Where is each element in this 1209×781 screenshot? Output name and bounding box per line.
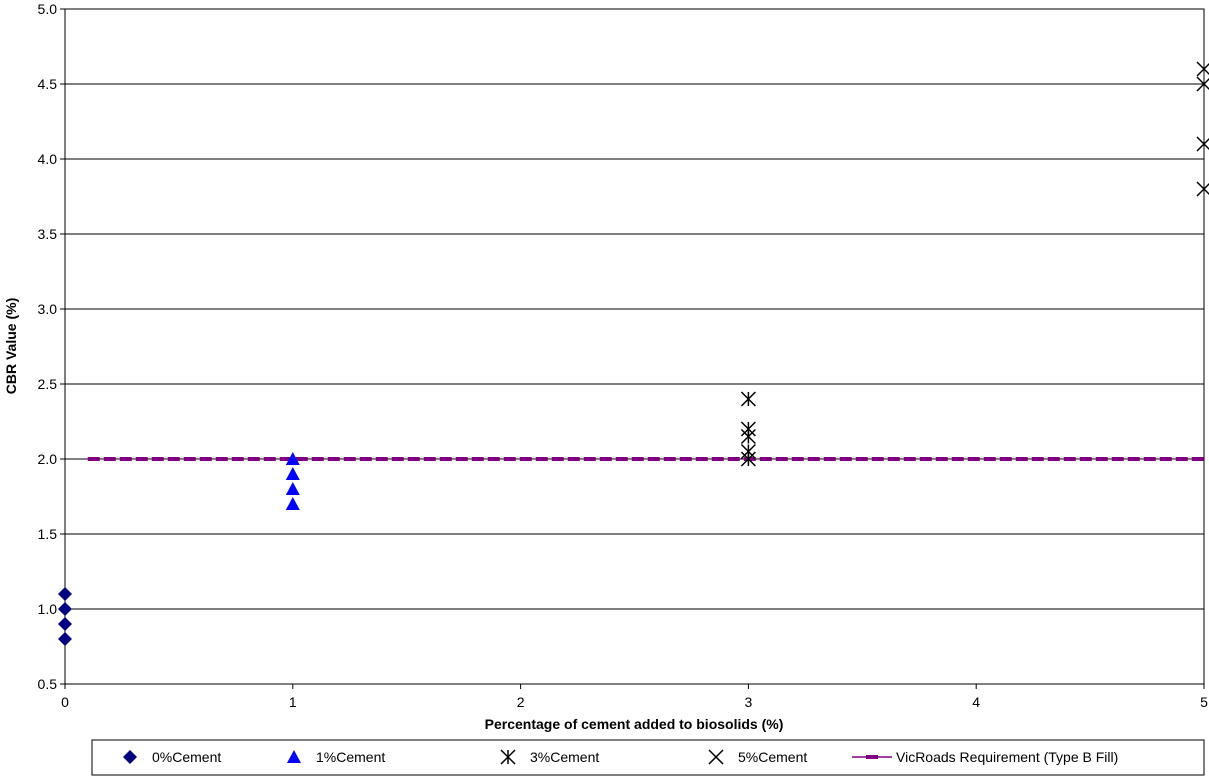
- x-tick-label: 4: [972, 694, 980, 710]
- data-point: [1196, 61, 1209, 77]
- x-tick-label: 5: [1200, 694, 1208, 710]
- plot-area-frame: [64, 8, 1205, 685]
- legend-diamond-icon: [123, 750, 137, 764]
- series-5-cement: [1196, 61, 1209, 197]
- data-point: [58, 617, 72, 631]
- y-axis-ticks: 0.5 1.0 1.5 2.0 2.5 3.0 3.5 4.0 4.5 5.0: [38, 1, 65, 692]
- gridlines: [65, 83, 1204, 610]
- data-point: [285, 482, 300, 495]
- x-axis-label: Percentage of cement added to biosolids …: [485, 716, 784, 732]
- y-tick-label: 5.0: [38, 1, 58, 17]
- data-points: [58, 61, 1209, 646]
- data-point: [285, 452, 300, 465]
- data-point: [740, 443, 756, 460]
- y-tick-label: 1.5: [38, 526, 58, 542]
- legend-label: 0%Cement: [152, 749, 221, 765]
- legend-line-marker-icon: [866, 755, 878, 759]
- data-point: [740, 391, 756, 407]
- legend-label: VicRoads Requirement (Type B Fill): [896, 749, 1118, 765]
- x-tick-label: 2: [517, 694, 525, 710]
- data-point: [58, 632, 72, 646]
- x-tick-label: 1: [289, 694, 297, 710]
- legend-asterisk-icon: [500, 749, 516, 765]
- series-0-cement: [58, 587, 72, 646]
- data-point: [1196, 181, 1209, 197]
- series-3-cement: [740, 391, 756, 467]
- y-tick-label: 4.0: [38, 151, 58, 167]
- y-tick-label: 1.0: [38, 601, 58, 617]
- legend-label: 5%Cement: [738, 749, 807, 765]
- y-tick-label: 2.0: [38, 451, 58, 467]
- x-tick-label: 3: [745, 694, 753, 710]
- data-point: [285, 497, 300, 510]
- x-axis-ticks: 0 1 2 3 4 5: [61, 684, 1208, 710]
- legend-box: [91, 739, 1205, 776]
- y-tick-label: 4.5: [38, 76, 58, 92]
- y-tick-label: 3.5: [38, 226, 58, 242]
- y-tick-label: 3.0: [38, 301, 58, 317]
- y-tick-label: 2.5: [38, 376, 58, 392]
- data-point: [1196, 136, 1209, 152]
- y-tick-label: 0.5: [38, 676, 58, 692]
- legend-x-icon: [708, 749, 724, 765]
- legend-label: 3%Cement: [530, 749, 599, 765]
- legend: 0%Cement 1%Cement 3%Cement 5%Cement VicRoads…: [123, 749, 1118, 765]
- data-point: [285, 467, 300, 480]
- series-1-cement: [285, 452, 300, 510]
- data-point: [58, 587, 72, 601]
- x-stroke: [708, 749, 724, 765]
- legend-label: 1%Cement: [316, 749, 385, 765]
- data-point: [58, 602, 72, 616]
- legend-triangle-icon: [287, 750, 301, 763]
- x-tick-label: 0: [61, 694, 69, 710]
- y-axis-label: CBR Value (%): [3, 298, 19, 394]
- data-point: [740, 421, 756, 437]
